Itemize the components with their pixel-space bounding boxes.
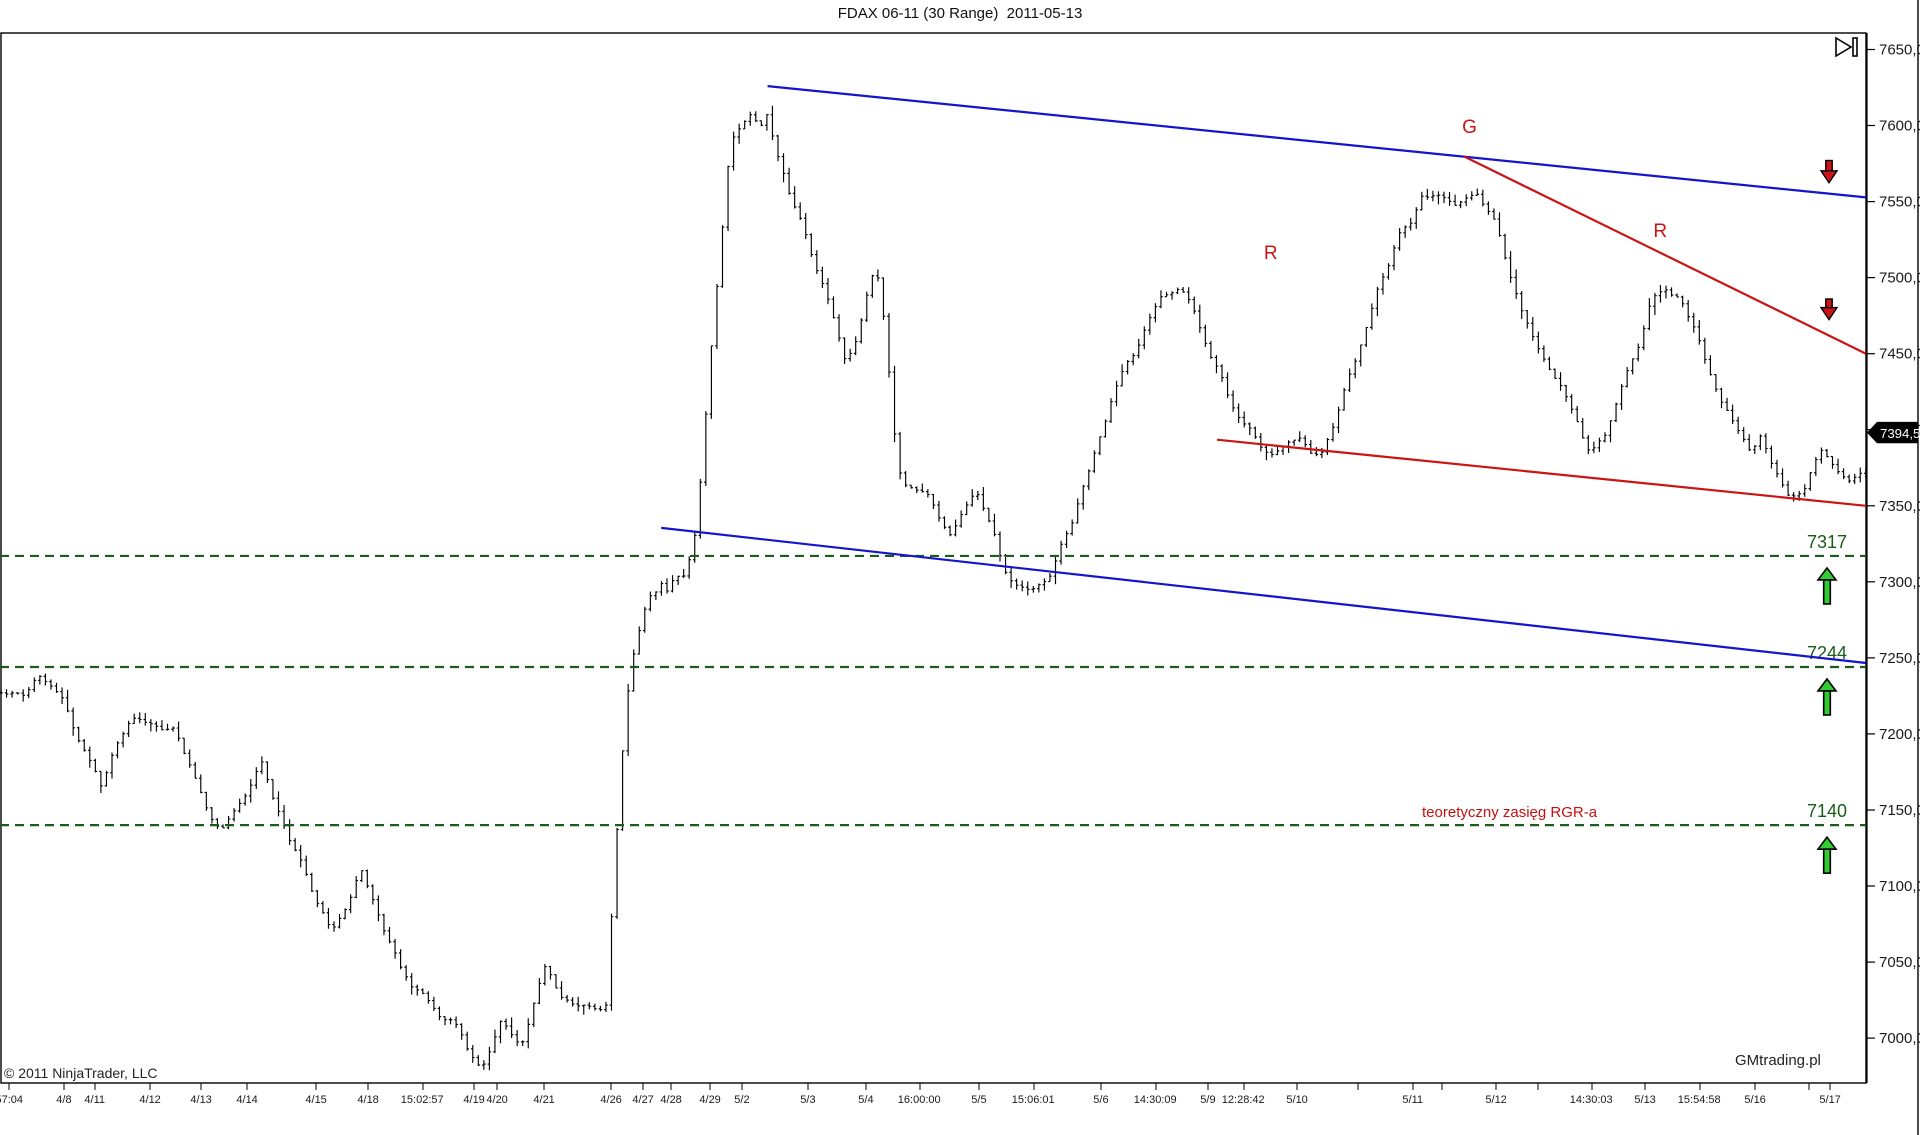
svg-text:7000,0: 7000,0 [1879, 1030, 1920, 1047]
svg-text:7600,0: 7600,0 [1879, 118, 1920, 135]
svg-text:4/28: 4/28 [660, 1094, 681, 1106]
svg-text:4/15: 4/15 [305, 1094, 326, 1106]
svg-text:15:54:58: 15:54:58 [1678, 1094, 1721, 1106]
svg-text:4/21: 4/21 [533, 1094, 554, 1106]
svg-text:7550,0: 7550,0 [1879, 194, 1920, 211]
svg-text:4/19: 4/19 [463, 1094, 484, 1106]
svg-text:G: G [1462, 117, 1477, 138]
svg-text:4/20: 4/20 [486, 1094, 507, 1106]
svg-text:4/14: 4/14 [236, 1094, 257, 1106]
svg-text:4/29: 4/29 [699, 1094, 720, 1106]
svg-text:14:30:03: 14:30:03 [1570, 1094, 1613, 1106]
svg-text:7500,0: 7500,0 [1879, 270, 1920, 287]
svg-text:4/26: 4/26 [600, 1094, 621, 1106]
svg-text:7140: 7140 [1807, 801, 1847, 821]
svg-text:4/8: 4/8 [56, 1094, 71, 1106]
svg-text:7650,0: 7650,0 [1879, 42, 1920, 59]
svg-text:4/11: 4/11 [84, 1094, 105, 1106]
svg-text:5/3: 5/3 [800, 1094, 815, 1106]
svg-text:5/11: 5/11 [1402, 1094, 1423, 1106]
svg-text:7394,5: 7394,5 [1880, 426, 1920, 441]
svg-text:7150,0: 7150,0 [1879, 802, 1920, 819]
svg-text:4/13: 4/13 [190, 1094, 211, 1106]
svg-text:15:02:57: 15:02:57 [401, 1094, 444, 1106]
svg-text:5/6: 5/6 [1093, 1094, 1108, 1106]
svg-text:7300,0: 7300,0 [1879, 574, 1920, 591]
svg-text:teoretyczny zasięg RGR-a: teoretyczny zasięg RGR-a [1422, 804, 1598, 821]
svg-text:7350,0: 7350,0 [1879, 498, 1920, 515]
svg-text:5/17: 5/17 [1819, 1094, 1840, 1106]
svg-text:4/27: 4/27 [632, 1094, 653, 1106]
svg-text:7200,0: 7200,0 [1879, 726, 1920, 743]
svg-text:4/12: 4/12 [139, 1094, 160, 1106]
svg-text:R: R [1653, 221, 1667, 242]
svg-text:5/10: 5/10 [1286, 1094, 1307, 1106]
svg-text:5/5: 5/5 [971, 1094, 986, 1106]
svg-text:7450,0: 7450,0 [1879, 346, 1920, 363]
svg-text:5/12: 5/12 [1485, 1094, 1506, 1106]
svg-text:GMtrading.pl: GMtrading.pl [1735, 1052, 1821, 1069]
svg-text:15:06:01: 15:06:01 [1012, 1094, 1055, 1106]
svg-text:57:04: 57:04 [0, 1094, 23, 1106]
svg-text:16:00:00: 16:00:00 [898, 1094, 941, 1106]
svg-text:14:30:09: 14:30:09 [1134, 1094, 1177, 1106]
svg-text:5/2: 5/2 [734, 1094, 749, 1106]
svg-text:5/13: 5/13 [1634, 1094, 1655, 1106]
svg-text:© 2011 NinjaTrader, LLC: © 2011 NinjaTrader, LLC [4, 1065, 158, 1081]
svg-text:5/16: 5/16 [1744, 1094, 1765, 1106]
svg-text:R: R [1264, 243, 1278, 264]
svg-text:7100,0: 7100,0 [1879, 878, 1920, 895]
svg-text:7317: 7317 [1807, 532, 1847, 552]
svg-text:5/9: 5/9 [1200, 1094, 1215, 1106]
svg-text:7250,0: 7250,0 [1879, 650, 1920, 667]
svg-text:12:28:42: 12:28:42 [1222, 1094, 1265, 1106]
svg-text:7050,0: 7050,0 [1879, 954, 1920, 971]
svg-text:5/4: 5/4 [858, 1094, 873, 1106]
svg-text:4/18: 4/18 [357, 1094, 378, 1106]
